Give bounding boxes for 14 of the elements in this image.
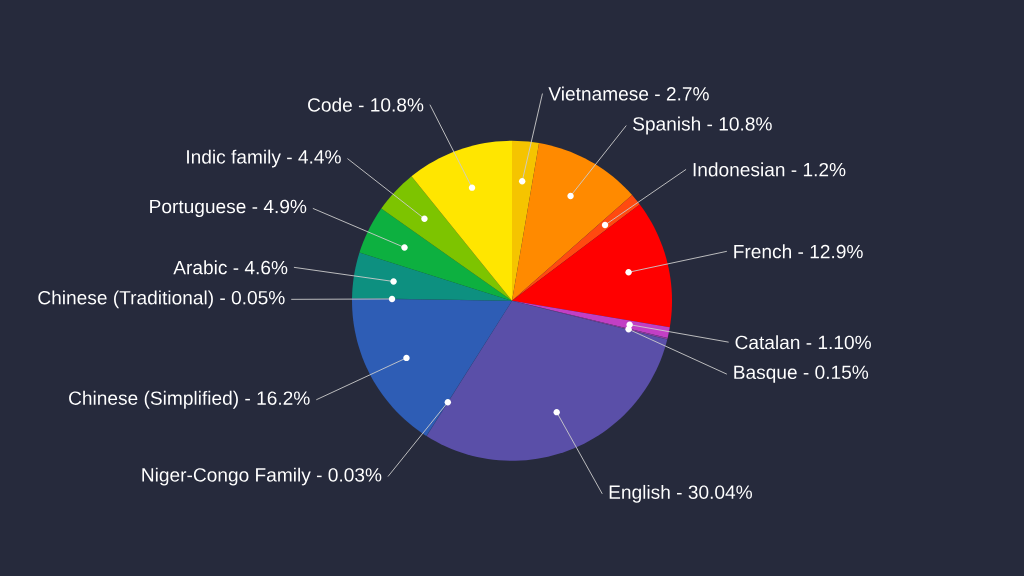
- slice-label: Catalan - 1.10%: [735, 335, 871, 350]
- slice-label: Chinese (Traditional) - 0.05%: [38, 290, 285, 309]
- slice-label: Vietnamese - 2.7%: [548, 86, 709, 101]
- slice-label: French - 12.9%: [734, 244, 863, 259]
- slice-label: Chinese (Simplified) - 16.2%: [69, 390, 310, 409]
- slice-label: Arabic - 4.6%: [173, 260, 288, 275]
- slice-label: Spanish - 10.8%: [633, 116, 772, 135]
- slice-label: Indic family - 4.4%: [187, 149, 341, 168]
- slice-label: Code - 10.8%: [308, 97, 424, 112]
- slice-label: English - 30.04%: [609, 484, 753, 503]
- slice-label: Niger-Congo Family - 0.03%: [142, 467, 382, 486]
- slice-label: Indonesian - 1.2%: [693, 162, 846, 177]
- slice-label: Basque - 0.15%: [734, 365, 869, 383]
- slice-label: Portuguese - 4.9%: [150, 199, 307, 218]
